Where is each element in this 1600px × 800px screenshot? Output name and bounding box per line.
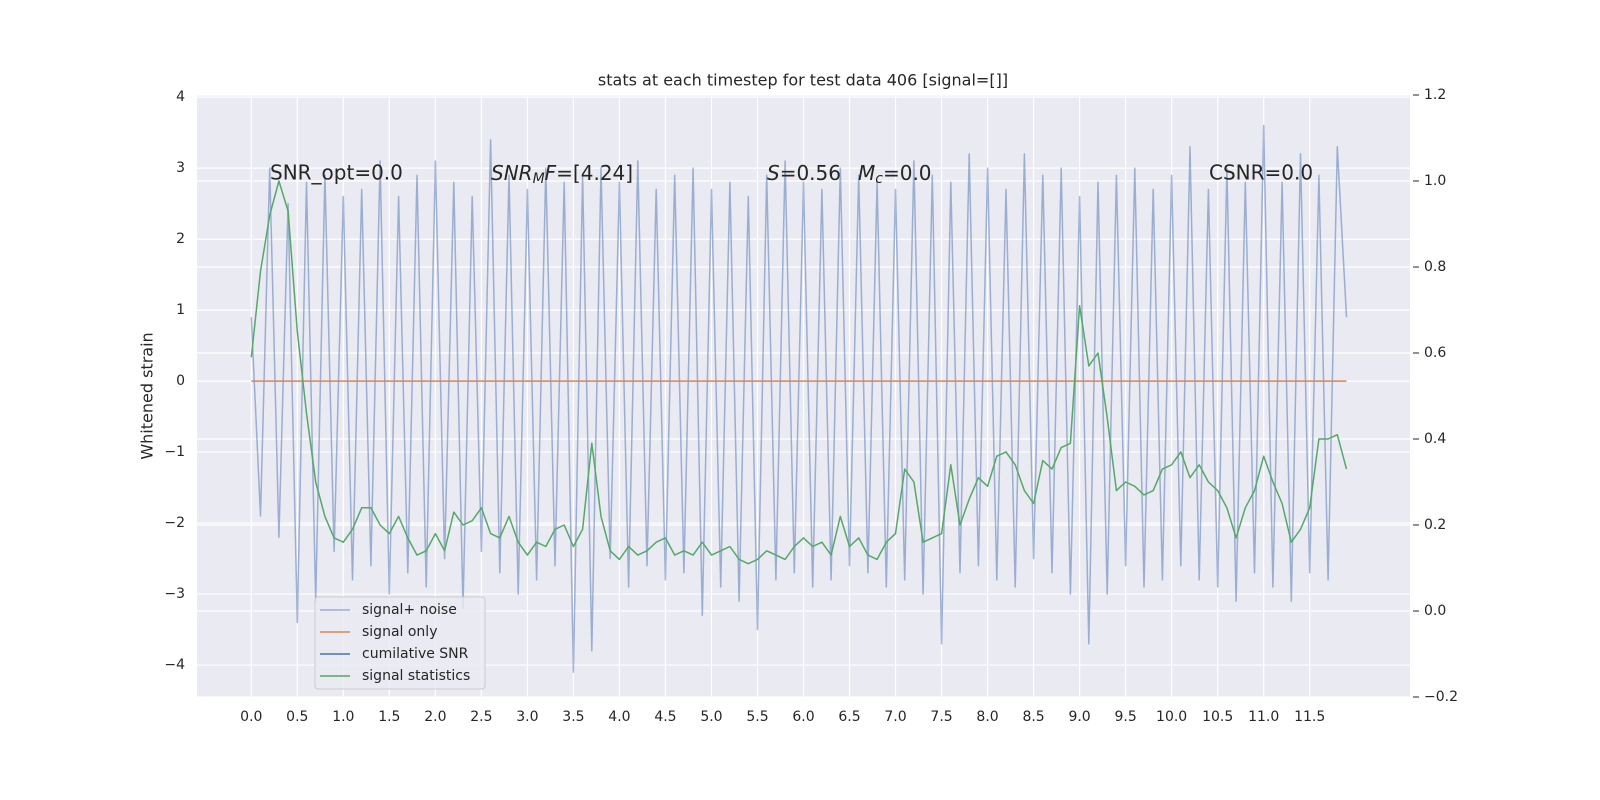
y2-tick-label: 1.2 [1424,87,1446,103]
y-tick-label: −4 [164,657,185,673]
annotation: SNR_opt=0.0 [270,161,403,185]
x-tick-label: 7.5 [930,709,952,725]
annotation: CSNR=0.0 [1209,161,1313,185]
marks [250,124,1348,673]
legend-box [314,596,486,690]
x-tick-label: 8.0 [976,709,998,725]
legend-label: signal+ noise [362,602,457,618]
y-tick-label: 4 [176,89,185,105]
legend-label: cumilative SNR [362,646,469,662]
y2-tick-label: 0.2 [1424,517,1446,533]
x-tick-label: 3.5 [562,709,584,725]
y2-tick-label: 0.6 [1424,345,1446,361]
annotation-part: F [545,161,557,185]
annotation-part: c [875,171,883,187]
annotation-part: =[4.24] [556,161,633,185]
annotation: S=0.56 [767,161,841,185]
x-tick-label: 4.0 [608,709,630,725]
x-tick-label: 9.0 [1068,709,1090,725]
legend-label: signal only [362,624,437,640]
x-tick-label: 1.5 [378,709,400,725]
x-tick-label: 0.0 [240,709,262,725]
y-tick-label: −2 [164,515,185,531]
y-tick-label: −1 [164,444,185,460]
y2-tick-label: 0.8 [1424,259,1446,275]
y2-tick-label: 1.0 [1424,173,1446,189]
x-tick-label: 5.0 [700,709,722,725]
annotation-part: M [858,161,875,185]
annotation-part: =0.56 [780,161,841,185]
annotation-part: =0.0 [883,161,932,185]
x-tick-label: 11.5 [1294,709,1325,725]
chart-title: stats at each timestep for test data 406… [598,71,1008,90]
y-tick-label: 3 [176,160,185,176]
x-tick-label: 6.5 [838,709,860,725]
series-line [250,124,1348,673]
y2-tick-label: −0.2 [1424,689,1458,705]
annotation-part: M [533,171,545,187]
y-axis-label: Whitened strain [138,332,157,459]
y-tick-label: 1 [176,302,185,318]
legend-label: signal statistics [362,668,470,684]
x-tick-label: 8.5 [1022,709,1044,725]
x-tick-label: 2.5 [470,709,492,725]
y2-tick-label: 0.0 [1424,603,1446,619]
x-tick-label: 7.0 [884,709,906,725]
annotation-part: SNR [491,161,533,185]
x-tick-label: 5.5 [746,709,768,725]
x-tick-label: 10.5 [1202,709,1233,725]
annotation: Mc=0.0 [858,161,932,188]
y-tick-label: −3 [164,586,185,602]
annotation: SNRMF=[4.24] [491,161,633,188]
series-line [250,180,1348,565]
x-tick-label: 0.5 [286,709,308,725]
x-tick-label: 2.0 [424,709,446,725]
y-tick-label: 0 [176,373,185,389]
x-tick-label: 9.5 [1114,709,1136,725]
x-tick-label: 3.0 [516,709,538,725]
y2-tick-label: 0.4 [1424,431,1446,447]
x-tick-label: 4.5 [654,709,676,725]
x-tick-label: 6.0 [792,709,814,725]
annotation-part: S [767,161,780,185]
x-tick-label: 10.0 [1156,709,1187,725]
x-tick-label: 11.0 [1248,709,1279,725]
x-tick-label: 1.0 [332,709,354,725]
y-tick-label: 2 [176,231,185,247]
legend: signal+ noise signal only cumilative SNR si… [314,596,486,690]
